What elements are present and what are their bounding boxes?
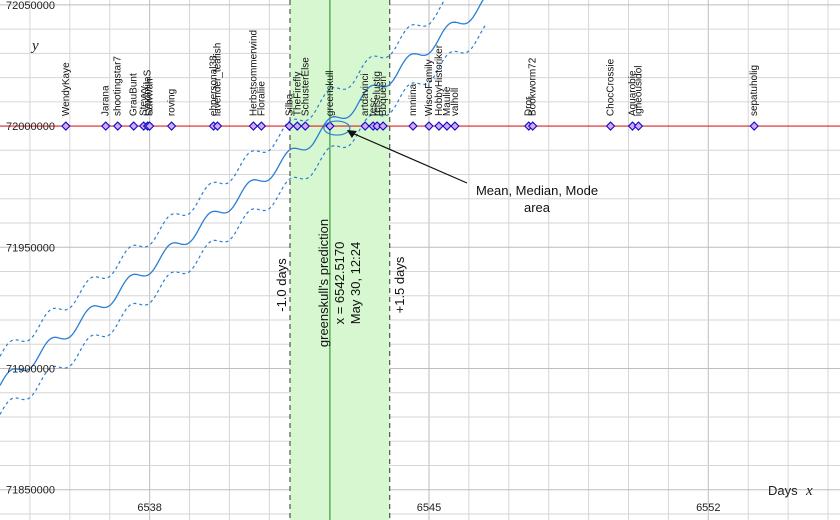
prediction-marker [749,121,759,131]
prediction-marker [112,121,123,131]
prediction-label: Floraliie [256,81,267,116]
prediction-marker [61,121,71,131]
prediction-marker [248,121,259,131]
prediction-label: Stevyy [139,86,150,116]
prediction-label: ehpersonal38 [208,55,219,116]
y-tick-label: 72050000 [6,0,55,12]
prediction-markers [61,121,759,131]
axis-names: y Days x [30,38,813,499]
minus-days-label: -1.0 days [274,258,289,312]
x-axis-name: x [805,483,813,499]
x-tick-label: 6552 [696,502,720,514]
prediction-label: igneousidol [633,65,644,116]
prediction-label: valholl [450,88,461,116]
prediction-label: HobbyHistoriker [434,44,445,116]
plus-days-label: +1.5 days [392,256,407,313]
x-tick-label: 6538 [137,502,161,514]
prediction-marker [527,121,538,131]
highlight-label-date: May 30, 12:24 [348,242,363,324]
prediction-band: -1.0 days +1.5 days greenskull's predictio… [274,0,407,520]
annotation: Mean, Median, Mode area [323,120,598,215]
trend-line-mean [0,0,484,386]
prediction-marker [256,121,267,131]
prediction-marker [424,121,434,131]
annotation-arrow-shaft [349,131,468,184]
prediction-label: TheFirefly [292,72,303,116]
prediction-marker [442,121,452,131]
y-tick-label: 71850000 [6,485,55,497]
y-tick-label: 72000000 [6,121,55,133]
prediction-marker [633,121,644,131]
prediction-marker [408,121,418,131]
prediction-label: lavender_teafish [212,43,223,116]
prediction-label: roving [167,89,178,116]
prediction-marker [212,121,223,131]
prediction-marker [450,121,460,131]
prediction-label: greenskull [325,70,336,116]
prediction-marker [300,121,311,131]
prediction-label: WiscoFamily [424,59,435,116]
prediction-label: LyudmilaS [143,69,154,116]
annotation-text-line2: area [524,200,551,215]
prediction-label: nnniina [408,83,419,116]
y-axis-name: y [30,38,39,54]
prediction-marker [378,121,388,131]
prediction-label: Aguarobie [627,70,638,116]
prediction-label: Herbstsommerwind [248,30,259,116]
prediction-marker [605,121,616,131]
prediction-label: shootingstar7 [113,56,124,116]
highlight-label-name: greenskull's prediction [316,219,331,347]
prediction-label: reiselustig [372,71,383,116]
prediction-marker [325,121,335,131]
annotation-arrowhead [346,130,357,139]
annotation-ellipse [323,120,351,136]
annotation-text-line1: Mean, Median, Mode [476,183,598,198]
trend-line-lower [0,23,488,415]
prediction-label: tesc [368,98,379,116]
prediction-label: Sawwah [145,78,156,116]
prediction-label: sepatuholig [749,65,760,116]
prediction-marker [128,121,139,131]
prediction-label: GrauBunt [129,73,140,116]
prediction-label: SchusterElse [300,57,311,116]
prediction-label: Bookworm72 [528,57,539,116]
prediction-label: Dror [524,96,535,116]
axis-ticks: 6538 6545 6552 71850000 71900000 71950000 7200… [6,0,721,514]
highlight-label-value: x = 6542.5170 [332,242,347,325]
band-area [289,0,390,520]
trend-lines [0,0,488,415]
prediction-marker [360,121,370,131]
prediction-marker [166,121,177,131]
prediction-marker [292,121,303,131]
x-tick-label: 6545 [417,502,441,514]
trend-line-upper [0,0,446,357]
prediction-label: artdavinci [360,73,371,116]
y-tick-label: 71950000 [6,242,55,254]
prediction-marker [284,121,295,131]
x-axis-unit: Days [768,483,798,498]
prediction-marker [434,121,444,131]
prediction-marker [100,121,111,131]
prediction-label: Silba [284,93,295,116]
y-tick-label: 71900000 [6,363,55,375]
prediction-label: Bbqueen [378,76,389,116]
prediction-label: ChocCrossie [606,58,617,116]
prediction-marker [144,121,155,131]
prediction-label: Jarana [101,85,112,116]
prediction-labels: WendyKaye Jarana shootingstar7 GrauBuntStev… [61,30,760,116]
prediction-label: Maulie [442,86,453,116]
prediction-label: WendyKaye [61,62,72,116]
